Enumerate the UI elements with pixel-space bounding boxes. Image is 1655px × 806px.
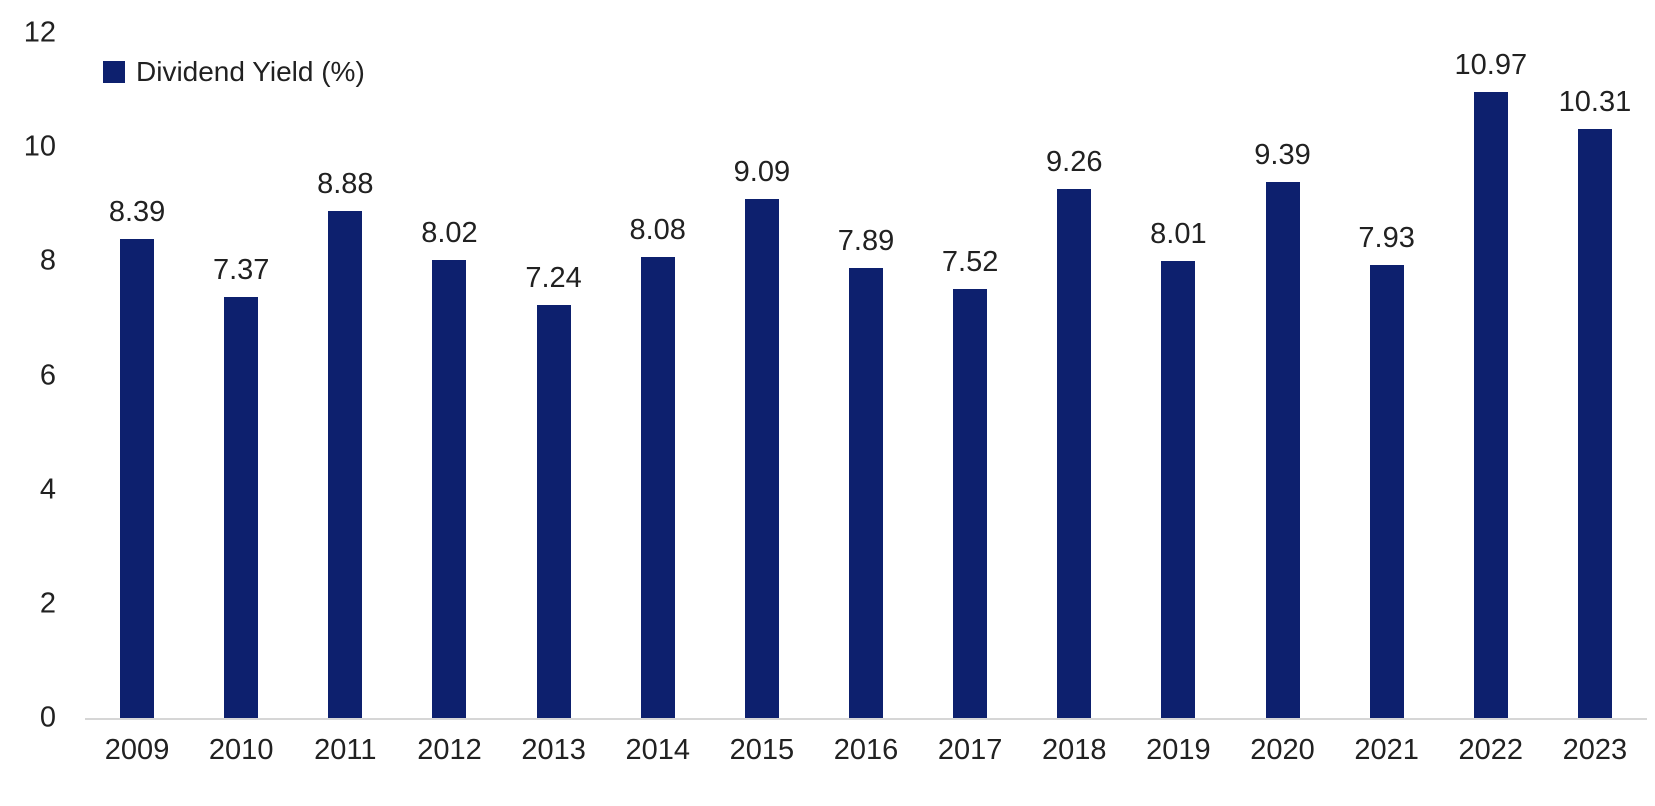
bar-value-label: 8.01: [1150, 217, 1207, 250]
bar-value-label: 7.93: [1358, 222, 1415, 255]
bar-2015: [744, 199, 779, 718]
x-tick-label: 2015: [729, 734, 795, 766]
x-tick-label: 2009: [104, 734, 170, 766]
bar-2018: [1057, 189, 1092, 718]
bar-2011: [328, 211, 363, 718]
bar-2019: [1161, 260, 1196, 718]
bar-2020: [1265, 181, 1300, 718]
y-tick-label: 0: [39, 701, 56, 734]
y-tick-label: 12: [23, 16, 56, 49]
bar-2023: [1577, 129, 1612, 718]
bar-2009: [120, 239, 155, 718]
bar-value-label: 9.26: [1046, 146, 1103, 179]
bar-value-label: 7.52: [941, 245, 999, 278]
bar-value-label: 8.02: [421, 217, 478, 250]
legend-series-label: Dividend Yield (%): [136, 56, 365, 87]
y-tick-label: 6: [39, 359, 56, 391]
bar-value-label: 9.09: [733, 156, 791, 189]
x-tick-label: 2017: [937, 734, 1003, 766]
bar-2013: [536, 304, 571, 718]
bar-value-label: 7.37: [212, 254, 270, 287]
x-tick-label: 2021: [1354, 734, 1419, 766]
chart-legend: Dividend Yield (%): [103, 56, 365, 88]
y-tick-label: 2: [39, 587, 56, 620]
bar-2014: [640, 256, 675, 718]
bar-2012: [432, 260, 467, 718]
legend-color-swatch: [103, 61, 125, 83]
x-tick-label: 2016: [833, 734, 899, 766]
bar-value-label: 7.24: [525, 261, 582, 294]
bar-value-label: 10.97: [1454, 48, 1528, 81]
x-tick-label: 2020: [1250, 734, 1315, 766]
x-tick-label: 2023: [1562, 734, 1628, 766]
bar-2021: [1369, 265, 1404, 718]
bar-2022: [1473, 91, 1508, 718]
x-tick-label: 2012: [417, 734, 482, 766]
x-tick-label: 2013: [521, 734, 586, 766]
bar-2010: [224, 297, 259, 718]
y-tick-label: 10: [23, 130, 56, 163]
x-tick-label: 2022: [1458, 734, 1524, 766]
x-tick-label: 2018: [1042, 734, 1107, 766]
y-tick-label: 8: [39, 244, 56, 277]
bar-value-label: 8.08: [629, 213, 686, 246]
y-tick-label: 4: [39, 473, 56, 506]
x-tick-label: 2010: [208, 734, 274, 766]
x-tick-label: 2011: [314, 734, 377, 766]
bar-2016: [849, 267, 883, 718]
bar-value-label: 8.39: [108, 196, 166, 229]
x-tick-label: 2014: [625, 734, 690, 766]
bar-2017: [953, 288, 988, 718]
bar-value-label: 10.31: [1558, 86, 1632, 119]
bar-value-label: 9.39: [1254, 138, 1311, 171]
x-tick-label: 2019: [1146, 734, 1211, 766]
bar-value-label: 7.89: [837, 224, 895, 257]
x-axis-line: [85, 718, 1647, 720]
bar-value-label: 8.88: [317, 168, 374, 201]
